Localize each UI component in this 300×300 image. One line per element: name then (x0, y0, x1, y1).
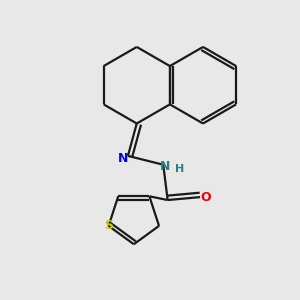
Text: H: H (175, 164, 184, 174)
Text: S: S (104, 219, 113, 232)
Text: N: N (160, 160, 170, 173)
Text: O: O (201, 190, 211, 204)
Text: N: N (118, 152, 129, 165)
